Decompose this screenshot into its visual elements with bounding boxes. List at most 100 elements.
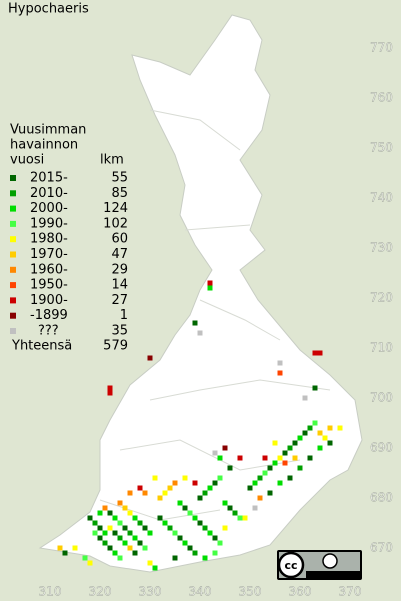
record-square (297, 465, 303, 471)
legend-swatch (10, 220, 16, 227)
record-square (132, 535, 138, 541)
record-square (212, 550, 218, 556)
legend-count: 27 (111, 293, 128, 308)
legend-swatch (10, 328, 16, 334)
record-square (87, 515, 93, 521)
legend-swatch (10, 266, 16, 273)
record-square (282, 460, 288, 466)
map-title: Hypochaeris (8, 2, 89, 17)
record-square (107, 510, 113, 516)
record-square (172, 530, 178, 536)
record-square (252, 480, 258, 486)
legend-label: 2000- (30, 201, 68, 216)
record-square (112, 530, 118, 536)
record-square (132, 515, 138, 521)
record-square (137, 485, 143, 491)
record-square (217, 455, 223, 461)
record-square (57, 545, 63, 551)
record-square (142, 490, 148, 496)
record-square (97, 510, 103, 516)
record-square (197, 495, 203, 501)
record-square (277, 455, 283, 461)
record-square (187, 545, 193, 551)
record-square (122, 525, 128, 531)
record-square (232, 510, 238, 516)
legend-label: 1900- (30, 293, 68, 308)
record-square (307, 455, 313, 461)
record-square (182, 540, 188, 546)
record-square (107, 525, 113, 531)
record-square (177, 535, 183, 541)
record-square (157, 495, 163, 501)
legend-swatch (10, 205, 16, 212)
legend-label: 1960- (30, 262, 68, 277)
legend-count: 47 (111, 247, 128, 262)
record-square (247, 485, 253, 491)
record-square (322, 435, 328, 441)
record-square (87, 560, 93, 566)
record-square (127, 530, 133, 536)
record-square (147, 530, 153, 536)
record-square (277, 360, 283, 366)
record-square (127, 490, 133, 496)
record-square (312, 420, 318, 426)
record-square (152, 565, 158, 571)
record-square (152, 475, 158, 481)
legend-swatch (10, 190, 16, 197)
record-square (327, 440, 333, 446)
record-square (157, 515, 163, 521)
record-square (307, 425, 313, 431)
record-square (142, 525, 148, 531)
legend-count: 35 (111, 324, 128, 339)
y-tick-label: 770 (370, 41, 393, 55)
record-square (147, 560, 153, 566)
record-square (207, 280, 213, 286)
record-square (227, 505, 233, 511)
record-square (147, 355, 153, 361)
record-square (292, 440, 298, 446)
record-square (317, 350, 323, 356)
record-square (317, 445, 323, 451)
record-square (337, 425, 343, 431)
record-square (172, 480, 178, 486)
legend-count: 85 (111, 186, 128, 201)
record-square (107, 385, 113, 391)
record-square (72, 545, 78, 551)
record-square (207, 285, 213, 291)
record-square (257, 475, 263, 481)
record-square (292, 455, 298, 461)
legend-count: 60 (111, 232, 128, 247)
record-square (122, 505, 128, 511)
record-square (262, 470, 268, 476)
record-square (132, 550, 138, 556)
record-square (277, 480, 283, 486)
record-square (252, 505, 258, 511)
record-square (182, 475, 188, 481)
y-tick-label: 730 (370, 241, 393, 255)
record-square (97, 535, 103, 541)
legend-header: havainnon (10, 138, 78, 153)
legend-swatch (10, 297, 16, 304)
y-tick-label: 740 (370, 191, 393, 205)
record-square (302, 395, 308, 401)
x-tick-label: 310 (39, 585, 62, 599)
record-square (222, 500, 228, 506)
y-tick-label: 700 (370, 391, 393, 405)
record-square (92, 520, 98, 526)
legend-count: 124 (103, 201, 128, 216)
record-square (302, 430, 308, 436)
y-tick-label: 750 (370, 141, 393, 155)
record-square (137, 520, 143, 526)
cc-badge: cc (277, 550, 362, 580)
record-square (207, 485, 213, 491)
record-square (117, 520, 123, 526)
record-square (237, 455, 243, 461)
record-square (102, 530, 108, 536)
legend-label: -1899 (30, 308, 68, 323)
y-tick-label: 670 (370, 541, 393, 555)
record-square (92, 530, 98, 536)
record-square (267, 465, 273, 471)
record-square (217, 475, 223, 481)
legend-swatch (10, 312, 16, 319)
